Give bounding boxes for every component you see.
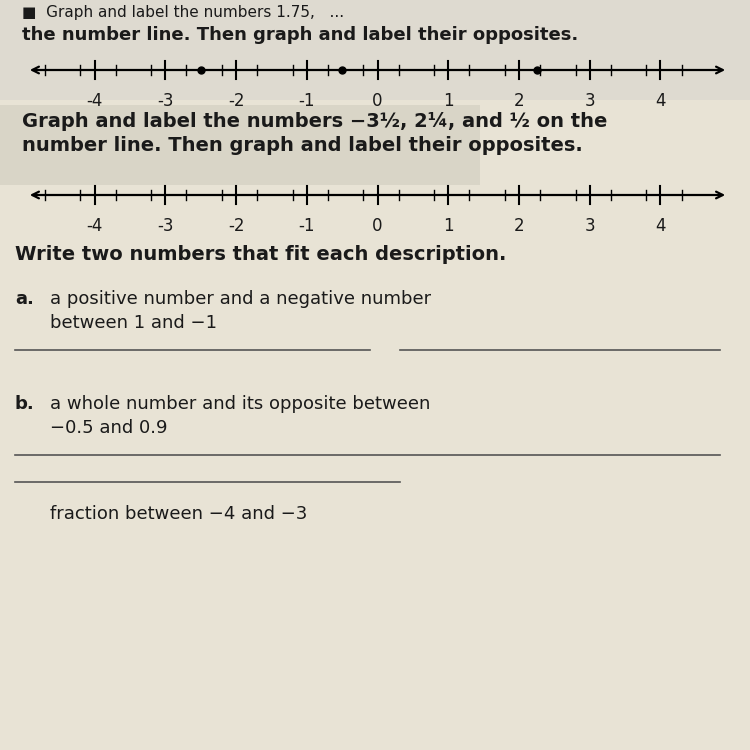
Text: −0.5 and 0.9: −0.5 and 0.9 (50, 419, 167, 437)
Text: -1: -1 (298, 92, 315, 110)
Text: -3: -3 (157, 217, 173, 235)
Text: Graph and label the numbers −3½, 2¼, and ½ on the: Graph and label the numbers −3½, 2¼, and… (22, 112, 608, 131)
FancyBboxPatch shape (0, 105, 480, 185)
Text: 1: 1 (443, 217, 454, 235)
Text: a.: a. (15, 290, 34, 308)
Text: -4: -4 (86, 92, 103, 110)
Text: 3: 3 (584, 92, 595, 110)
Text: -4: -4 (86, 217, 103, 235)
Text: a positive number and a negative number: a positive number and a negative number (50, 290, 431, 308)
Text: the number line. Then graph and label their opposites.: the number line. Then graph and label th… (22, 26, 578, 44)
Bar (0, 0, 750, 100)
Text: between 1 and −1: between 1 and −1 (50, 314, 217, 332)
Text: 0: 0 (372, 92, 382, 110)
Text: ■  Graph and label the numbers 1.75,   ...: ■ Graph and label the numbers 1.75, ... (22, 5, 344, 20)
Text: 3: 3 (584, 217, 595, 235)
Text: fraction between −4 and −3: fraction between −4 and −3 (50, 505, 308, 523)
Text: 1: 1 (443, 92, 454, 110)
Text: -1: -1 (298, 217, 315, 235)
Text: 4: 4 (656, 217, 666, 235)
Text: number line. Then graph and label their opposites.: number line. Then graph and label their … (22, 136, 583, 155)
Text: Write two numbers that fit each description.: Write two numbers that fit each descript… (15, 245, 506, 264)
Text: 0: 0 (372, 217, 382, 235)
Text: -2: -2 (228, 217, 244, 235)
Text: a whole number and its opposite between: a whole number and its opposite between (50, 395, 430, 413)
Text: b.: b. (15, 395, 34, 413)
Text: 2: 2 (514, 217, 524, 235)
Text: -3: -3 (157, 92, 173, 110)
Text: -2: -2 (228, 92, 244, 110)
Text: 4: 4 (656, 92, 666, 110)
Text: 2: 2 (514, 92, 524, 110)
